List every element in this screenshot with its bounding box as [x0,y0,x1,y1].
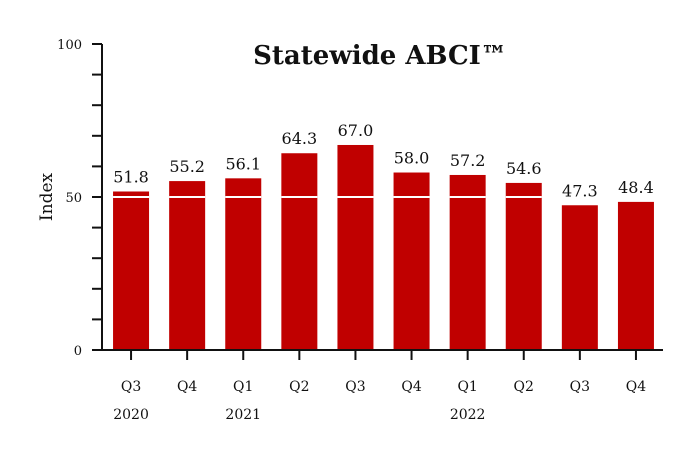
data-label: 54.6 [506,159,542,178]
bar [505,182,542,350]
data-label: 58.0 [394,149,430,168]
x-tick-label: Q3 [345,379,365,395]
data-label: 64.3 [282,129,318,148]
chart-title: Statewide ABCI™ [253,41,507,71]
x-tick-label: Q3 [121,379,141,395]
bar [337,144,374,350]
data-label: 48.4 [618,178,654,197]
bar [561,205,598,350]
x-tick-label: Q1 [457,379,477,395]
y-ticks: 0 50 100 [57,38,102,359]
x-tick-label: Q2 [289,379,309,395]
data-label: 56.1 [225,154,261,173]
bar [617,201,654,350]
y-tick-label: 100 [57,38,82,53]
data-label: 57.2 [450,151,486,170]
data-label: 55.2 [169,157,205,176]
year-label: 2020 [113,407,149,423]
bars [113,144,654,350]
year-label: 2022 [450,407,486,423]
bar [449,174,486,350]
data-label: 67.0 [338,121,374,140]
x-tick-label: Q4 [177,379,197,395]
year-label: 2021 [225,407,261,423]
bar [169,181,206,350]
x-tick-label: Q4 [626,379,646,395]
bar [113,191,150,350]
y-tick-label: 50 [65,191,82,206]
bar [393,172,430,350]
y-axis-title: Index [37,172,57,221]
x-tick-label: Q3 [570,379,590,395]
value-labels: 51.8 55.2 56.1 64.3 67.0 58.0 57.2 54.6 47.3 48.4 [113,121,654,200]
x-tick-label: Q2 [514,379,534,395]
x-tick-label: Q1 [233,379,253,395]
x-tick-label: Q4 [401,379,421,395]
x-ticks: Q3 Q4 Q1 Q2 Q3 Q4 Q1 Q2 Q3 Q4 2020 2021 2022 [113,350,646,423]
bar [281,153,318,350]
data-label: 47.3 [562,181,598,200]
data-label: 51.8 [113,167,149,186]
y-tick-label: 0 [74,344,82,359]
bar [225,178,262,350]
